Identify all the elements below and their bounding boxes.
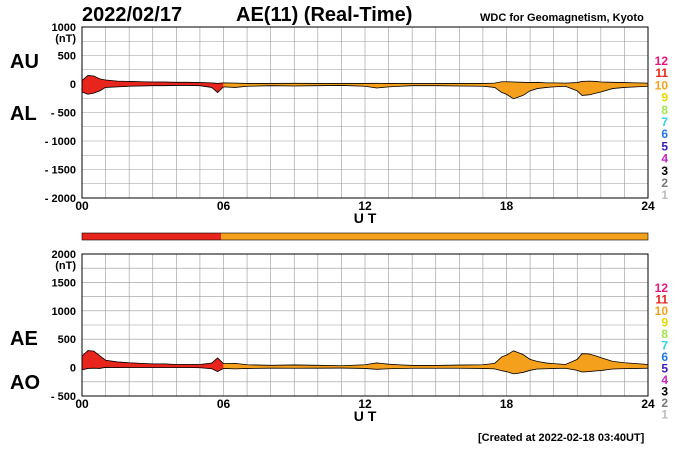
series-line-au bbox=[81, 75, 649, 84]
y-unit-label: (nT) bbox=[55, 33, 76, 45]
level-legend-item: 2 bbox=[661, 176, 668, 190]
level-legend-item: 4 bbox=[661, 373, 668, 387]
created-footer: [Created at 2022-02-18 03:40UT] bbox=[478, 432, 645, 444]
level-legend-item: 3 bbox=[661, 385, 668, 399]
area-segment bbox=[588, 353, 597, 372]
y-tick-label: - 2000 bbox=[45, 193, 76, 205]
series-label-ao: AO bbox=[10, 372, 40, 394]
level-legend-item: 6 bbox=[661, 350, 668, 364]
activity-level-bar bbox=[81, 232, 649, 241]
level-legend-item: 7 bbox=[661, 339, 668, 353]
area-segment bbox=[494, 81, 502, 93]
y-tick-label: - 500 bbox=[51, 108, 76, 120]
level-legend-item: 8 bbox=[661, 327, 668, 341]
level-legend-item: 3 bbox=[661, 164, 668, 178]
y-tick-label: 0 bbox=[70, 363, 76, 375]
source-label: WDC for Geomagnetism, Kyoto bbox=[480, 12, 644, 24]
area-segment bbox=[581, 80, 590, 96]
area-segment bbox=[87, 75, 94, 95]
area-segment bbox=[581, 353, 590, 373]
area-segment bbox=[588, 80, 597, 96]
x-axis-label: U T bbox=[354, 210, 377, 226]
x-tick-label: 18 bbox=[500, 199, 514, 213]
level-bar-segment bbox=[221, 233, 648, 240]
y-tick-label: - 500 bbox=[51, 391, 76, 403]
level-legend-item: 5 bbox=[661, 362, 668, 376]
area-segment bbox=[595, 81, 602, 94]
x-axis-label: U T bbox=[354, 408, 377, 424]
level-legend-item: 2 bbox=[661, 396, 668, 410]
series-line-ae bbox=[81, 350, 649, 367]
x-tick-label: 00 bbox=[75, 397, 89, 411]
level-legend-item: 12 bbox=[655, 54, 669, 68]
y-tick-label: - 1500 bbox=[45, 165, 76, 177]
level-legend-item: 9 bbox=[661, 91, 668, 105]
y-tick-label: 500 bbox=[58, 51, 76, 63]
plot-frame bbox=[81, 26, 649, 199]
level-legend-item: 4 bbox=[661, 152, 668, 166]
area-segment bbox=[501, 354, 507, 372]
level-legend-item: 6 bbox=[661, 127, 668, 141]
area-segment bbox=[501, 81, 507, 95]
y-tick-label: - 1000 bbox=[45, 136, 76, 148]
y-tick-label: 2000 bbox=[52, 249, 76, 261]
area-segment bbox=[595, 355, 602, 372]
date-title: 2022/02/17 bbox=[82, 4, 183, 26]
area-segment bbox=[411, 365, 436, 369]
series-line-ao bbox=[81, 366, 649, 375]
y-tick-label: 0 bbox=[70, 79, 76, 91]
series-label-ae: AE bbox=[10, 328, 38, 350]
area-segment bbox=[87, 350, 94, 369]
x-tick-label: 24 bbox=[641, 397, 655, 411]
level-legend-item: 10 bbox=[655, 78, 669, 92]
x-tick-label: 12 bbox=[358, 397, 372, 411]
y-unit-label: (nT) bbox=[55, 260, 76, 272]
level-bar-frame bbox=[81, 232, 649, 241]
level-legend-item: 5 bbox=[661, 139, 668, 153]
area-segment bbox=[128, 81, 142, 87]
x-tick-label: 06 bbox=[217, 199, 231, 213]
panel-au-al: 1000 500 0 - 500 - 1000 - 1500 - 2000 (nT) 00 06 1… bbox=[45, 22, 669, 226]
area-segment bbox=[152, 81, 165, 86]
area-segment bbox=[494, 356, 502, 371]
level-legend-item: 10 bbox=[655, 304, 669, 318]
area-segment bbox=[176, 364, 189, 368]
area-segment bbox=[217, 357, 224, 372]
level-legend-item: 8 bbox=[661, 103, 668, 117]
level-legend-item: 7 bbox=[661, 115, 668, 129]
plot-frame bbox=[81, 253, 649, 397]
area-segment bbox=[152, 363, 165, 368]
level-legend-item: 1 bbox=[661, 188, 668, 202]
x-tick-label: 12 bbox=[358, 199, 372, 213]
x-tick-label: 18 bbox=[500, 397, 514, 411]
index-title: AE(11) (Real-Time) bbox=[236, 4, 413, 26]
area-segment bbox=[223, 363, 236, 370]
level-legend-item: 11 bbox=[655, 293, 668, 307]
series-label-au: AU bbox=[10, 51, 39, 73]
y-tick-label: 1000 bbox=[52, 22, 76, 34]
y-tick-label: 1500 bbox=[52, 277, 76, 289]
x-tick-label: 06 bbox=[217, 397, 231, 411]
level-legend-item: 12 bbox=[655, 281, 669, 295]
level-legend-item: 11 bbox=[655, 66, 668, 80]
y-tick-label: 500 bbox=[58, 334, 76, 346]
area-segment bbox=[176, 82, 189, 86]
level-legend-item: 9 bbox=[661, 316, 668, 330]
x-tick-label: 24 bbox=[641, 199, 655, 213]
level-bar-segment bbox=[82, 233, 222, 240]
x-tick-label: 00 bbox=[75, 199, 89, 213]
y-tick-label: 1000 bbox=[52, 306, 76, 318]
series-line-al bbox=[81, 85, 649, 100]
series-label-al: AL bbox=[10, 103, 37, 125]
level-legend-item: 1 bbox=[661, 408, 668, 422]
